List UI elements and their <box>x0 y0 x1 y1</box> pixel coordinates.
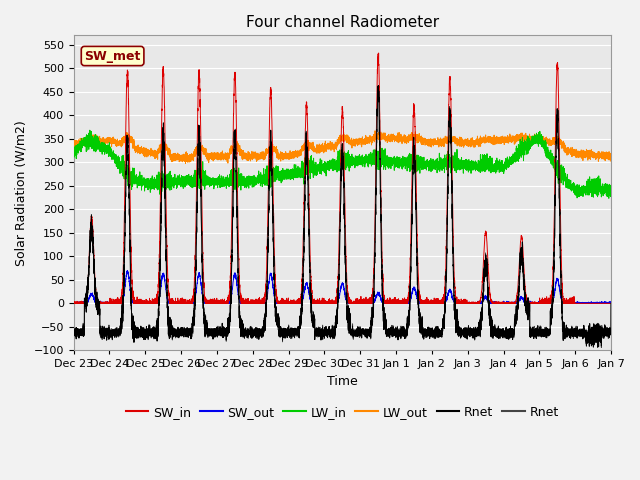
Text: SW_met: SW_met <box>84 49 141 62</box>
Title: Four channel Radiometer: Four channel Radiometer <box>246 15 439 30</box>
Y-axis label: Solar Radiation (W/m2): Solar Radiation (W/m2) <box>15 120 28 266</box>
Legend: SW_in, SW_out, LW_in, LW_out, Rnet, Rnet: SW_in, SW_out, LW_in, LW_out, Rnet, Rnet <box>121 401 564 424</box>
X-axis label: Time: Time <box>327 375 358 388</box>
